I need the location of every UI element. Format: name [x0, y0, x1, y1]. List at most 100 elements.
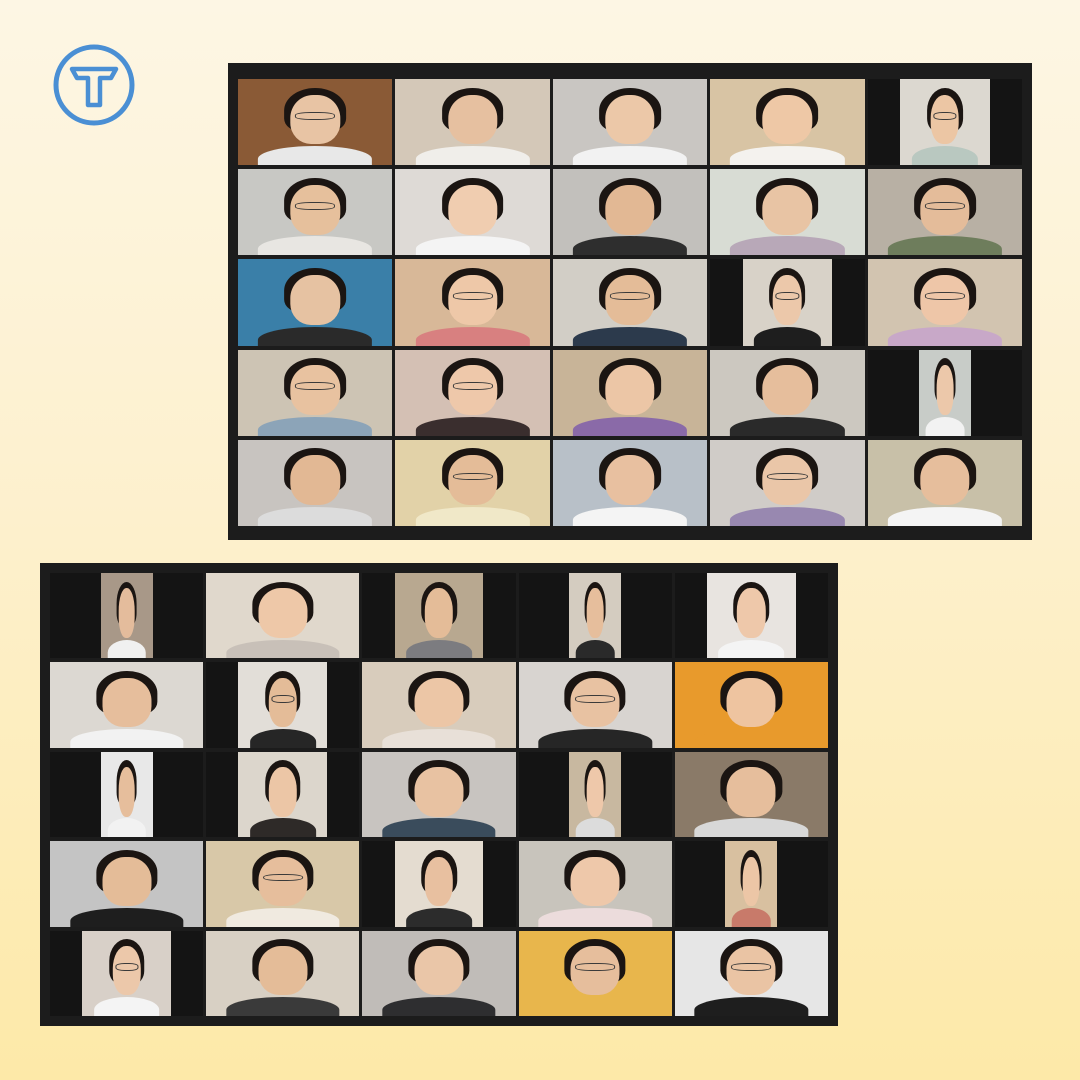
video-feed [362, 662, 516, 748]
video-tile[interactable] [395, 349, 550, 436]
video-tile[interactable] [710, 79, 865, 166]
video-tile[interactable] [238, 439, 393, 526]
video-tile[interactable] [395, 169, 550, 256]
glasses-icon [767, 472, 808, 481]
video-tile[interactable] [867, 439, 1022, 526]
video-tile[interactable] [238, 169, 393, 256]
video-tile[interactable] [50, 662, 204, 748]
participant-shoulders [107, 818, 146, 838]
video-tile[interactable] [867, 349, 1022, 436]
video-feed [710, 169, 865, 256]
participant-face [414, 767, 464, 817]
participant-face [762, 455, 813, 506]
video-tile[interactable] [362, 751, 516, 838]
video-feed [238, 349, 393, 436]
participant-shoulders [911, 146, 978, 166]
video-tile[interactable] [50, 841, 204, 927]
video-feed [395, 169, 550, 256]
video-feed [674, 930, 828, 1016]
video-feed [518, 841, 672, 927]
video-tile[interactable] [238, 259, 393, 346]
video-tile[interactable] [395, 79, 550, 166]
video-tile[interactable] [362, 573, 516, 659]
video-tile[interactable] [867, 79, 1022, 166]
participant-shoulders [415, 146, 530, 166]
video-feed [238, 169, 393, 256]
participant-shoulders [69, 729, 184, 748]
participant-face [737, 588, 766, 638]
video-tile[interactable] [518, 930, 672, 1016]
glasses-icon [115, 963, 139, 971]
video-tile[interactable] [238, 349, 393, 436]
participant-shoulders [382, 997, 496, 1016]
video-feed [918, 349, 972, 436]
video-tile[interactable] [518, 751, 672, 838]
participant-shoulders [925, 416, 965, 436]
video-tile[interactable] [710, 439, 865, 526]
video-tile[interactable] [552, 169, 708, 256]
participant-face [290, 274, 340, 325]
video-feed [552, 169, 708, 256]
video-tile[interactable] [395, 259, 550, 346]
participant-shoulders [415, 507, 530, 526]
participant-face [936, 365, 954, 416]
participant-face [726, 945, 776, 996]
video-tile[interactable] [518, 841, 672, 927]
participant-shoulders [382, 729, 496, 748]
video-tile[interactable] [206, 751, 360, 838]
participant-shoulders [406, 639, 472, 659]
participant-shoulders [415, 416, 530, 436]
video-feed [518, 662, 672, 748]
video-tile[interactable] [206, 573, 360, 659]
video-tile[interactable] [50, 751, 204, 838]
participant-grid [50, 573, 828, 1016]
participant-shoulders [258, 507, 373, 526]
video-tile[interactable] [362, 930, 516, 1016]
video-tile[interactable] [710, 349, 865, 436]
video-tile[interactable] [552, 259, 708, 346]
video-tile[interactable] [552, 79, 708, 166]
video-tile[interactable] [674, 573, 828, 659]
video-tile[interactable] [518, 662, 672, 748]
video-tile[interactable] [674, 930, 828, 1016]
glasses-icon [295, 382, 336, 391]
video-tile[interactable] [50, 573, 204, 659]
video-feed [552, 349, 708, 436]
video-tile[interactable] [552, 439, 708, 526]
video-tile[interactable] [710, 259, 865, 346]
video-feed [867, 259, 1022, 346]
video-tile[interactable] [206, 930, 360, 1016]
participant-shoulders [93, 997, 160, 1016]
video-tile[interactable] [867, 169, 1022, 256]
video-tile[interactable] [674, 662, 828, 748]
video-feed [82, 930, 172, 1016]
video-tile[interactable] [867, 259, 1022, 346]
video-tile[interactable] [206, 662, 360, 748]
video-tile[interactable] [206, 841, 360, 927]
video-feed [238, 662, 328, 748]
t-monogram-icon [52, 43, 136, 127]
participant-shoulders [730, 146, 845, 166]
video-tile[interactable] [395, 439, 550, 526]
video-feed [552, 439, 708, 526]
video-tile[interactable] [238, 79, 393, 166]
participant-face [268, 767, 297, 817]
video-tile[interactable] [518, 573, 672, 659]
participant-shoulders [572, 507, 688, 526]
participant-shoulders [732, 907, 771, 927]
video-tile[interactable] [674, 751, 828, 838]
video-tile[interactable] [674, 841, 828, 927]
video-tile[interactable] [552, 349, 708, 436]
participant-face [605, 274, 655, 325]
video-feed [518, 930, 672, 1016]
participant-shoulders [249, 818, 316, 838]
video-tile[interactable] [362, 841, 516, 927]
glasses-icon [452, 382, 493, 391]
video-tile[interactable] [362, 662, 516, 748]
video-tile[interactable] [50, 930, 204, 1016]
participant-shoulders [538, 729, 652, 748]
participant-face [414, 945, 464, 996]
video-tile[interactable] [710, 169, 865, 256]
participant-shoulders [226, 997, 340, 1016]
video-feed [238, 79, 393, 166]
